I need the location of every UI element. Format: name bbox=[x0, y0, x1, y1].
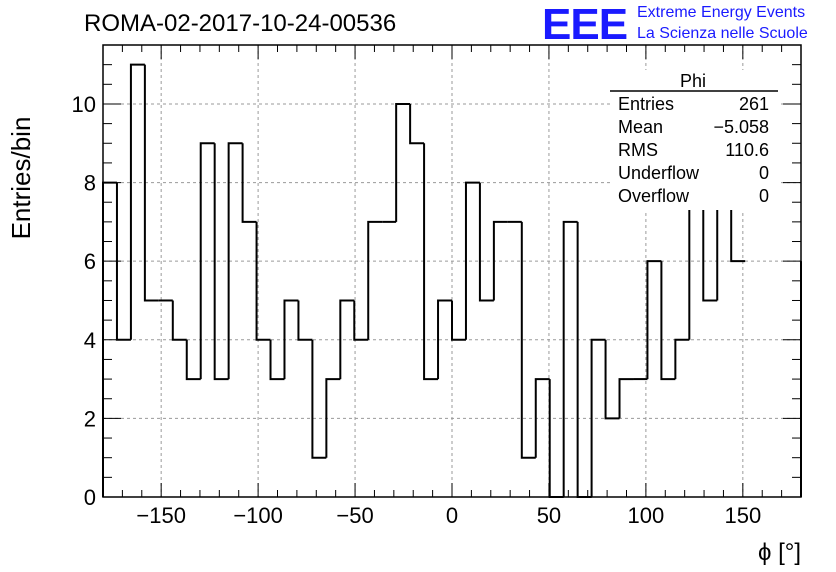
histogram-bin bbox=[269, 339, 285, 381]
x-tick-label: 50 bbox=[537, 503, 561, 528]
x-tick-label: 150 bbox=[724, 503, 761, 528]
histogram-bin bbox=[283, 299, 299, 380]
histogram-bin bbox=[702, 182, 718, 302]
stats-row-value: 0 bbox=[759, 163, 769, 183]
histogram-bin bbox=[199, 142, 215, 380]
histogram-bin bbox=[492, 220, 508, 301]
y-tick-label: 4 bbox=[84, 328, 96, 353]
histogram-bin bbox=[618, 378, 634, 419]
y-tick-label: 0 bbox=[84, 485, 96, 510]
y-tick-labels: 0 2 4 6 8 10 bbox=[72, 92, 96, 510]
stats-row-value: 0 bbox=[759, 186, 769, 206]
histogram-bin bbox=[213, 143, 229, 381]
histogram-bin bbox=[297, 300, 313, 341]
x-tick-label: −100 bbox=[233, 503, 283, 528]
histogram-bin bbox=[646, 260, 662, 380]
stats-row-label: Mean bbox=[618, 117, 663, 137]
stats-row-value: 110.6 bbox=[725, 140, 769, 160]
histogram-bin bbox=[576, 221, 592, 498]
histogram-bin bbox=[367, 220, 383, 340]
stats-box-title: Phi bbox=[680, 71, 706, 91]
x-tick-label: 100 bbox=[628, 503, 665, 528]
histogram-bin bbox=[464, 181, 480, 340]
stats-row-value: 261 bbox=[739, 94, 769, 114]
histogram-bin bbox=[520, 221, 536, 459]
histogram-bin bbox=[423, 143, 439, 381]
x-axis-label: ϕ [°] bbox=[758, 539, 801, 566]
histogram-bin bbox=[241, 143, 257, 223]
histogram-bin bbox=[478, 182, 494, 302]
histogram-bin bbox=[451, 300, 466, 341]
x-tick-label: −150 bbox=[136, 503, 186, 528]
eee-logo: EEE bbox=[542, 0, 628, 49]
histogram-bin bbox=[562, 220, 578, 497]
histogram-bin bbox=[339, 299, 355, 380]
logo-caption-line2: La Scienza nelle Scuole bbox=[637, 25, 808, 42]
histogram-bin bbox=[604, 339, 620, 420]
stats-row-label: RMS bbox=[618, 140, 658, 160]
histogram-bin bbox=[660, 261, 676, 381]
chart-title: ROMA-02-2017-10-24-00536 bbox=[84, 10, 397, 37]
histogram-bin bbox=[674, 338, 690, 380]
stats-box: Phi Entries 261 Mean −5.058 RMS 110.6 Underflo… bbox=[610, 70, 778, 210]
histogram-bin bbox=[590, 338, 606, 497]
x-tick-label: 0 bbox=[446, 503, 458, 528]
histogram-bin bbox=[395, 102, 411, 222]
histogram-bin bbox=[353, 300, 369, 341]
stats-row-label: Underflow bbox=[618, 163, 700, 183]
y-tick-label: 8 bbox=[84, 171, 96, 196]
y-tick-label: 6 bbox=[84, 249, 96, 274]
histogram-bin bbox=[171, 300, 187, 341]
grid-lines bbox=[103, 45, 801, 497]
x-tick-label: −50 bbox=[336, 503, 373, 528]
y-tick-label: 2 bbox=[84, 406, 96, 431]
histogram-bin bbox=[534, 378, 550, 458]
histogram-bin bbox=[143, 64, 159, 302]
histogram-bin bbox=[227, 142, 243, 380]
histogram-bin bbox=[129, 63, 145, 340]
stats-row-label: Overflow bbox=[618, 186, 690, 206]
axis-ticks bbox=[102, 45, 802, 498]
stats-row-label: Entries bbox=[618, 94, 674, 114]
logo-caption-line1: Extreme Energy Events bbox=[637, 4, 806, 21]
histogram-bin bbox=[255, 221, 271, 341]
x-tick-labels: −150 −100 −50 0 50 100 150 bbox=[136, 503, 761, 528]
histogram-bin bbox=[409, 103, 425, 145]
y-tick-label: 10 bbox=[72, 92, 96, 117]
y-axis-label: Entries/bin bbox=[6, 117, 36, 240]
histogram-bin bbox=[311, 339, 327, 459]
stats-row-value: −5.058 bbox=[713, 117, 769, 137]
histogram-bin bbox=[548, 379, 564, 498]
histogram-bin bbox=[437, 299, 452, 380]
histogram-bin bbox=[325, 378, 341, 458]
histogram-bin bbox=[185, 339, 201, 381]
